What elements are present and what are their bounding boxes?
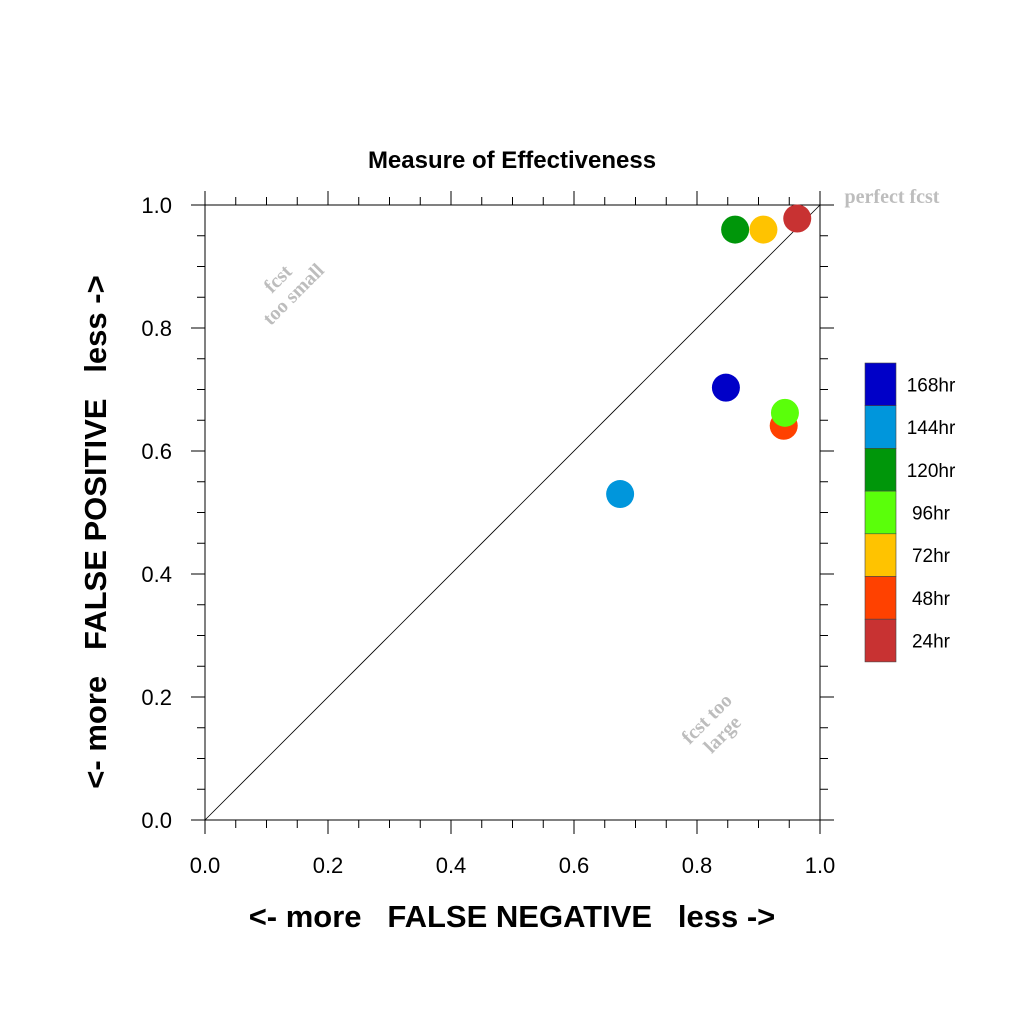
legend-swatch-168hr bbox=[864, 362, 897, 407]
legend-label-120hr: 120hr bbox=[907, 461, 956, 482]
x-tick-labels: 0.0 0.2 0.4 0.6 0.8 1.0 bbox=[190, 853, 836, 878]
data-point-72hr bbox=[749, 215, 778, 244]
y-tick-label: 1.0 bbox=[141, 193, 172, 218]
x-tick-label: 1.0 bbox=[805, 853, 836, 878]
perfect-fcst-annotation: perfect fcst bbox=[845, 186, 940, 208]
data-point-120hr bbox=[721, 215, 750, 244]
data-point-168hr bbox=[711, 373, 740, 402]
legend-swatch-24hr bbox=[864, 618, 897, 663]
y-tick-labels: 0.0 0.2 0.4 0.6 0.8 1.0 bbox=[141, 193, 172, 833]
too-small-annotation: fcst too small bbox=[259, 259, 329, 329]
too-large-annotation: fcst too large bbox=[678, 690, 746, 758]
legend-label-24hr: 24hr bbox=[912, 632, 951, 653]
y-tick-label: 0.6 bbox=[141, 439, 172, 464]
y-tick-label: 0.8 bbox=[141, 316, 172, 341]
legend-label-96hr: 96hr bbox=[912, 503, 951, 524]
chart-title: Measure of Effectiveness bbox=[368, 147, 656, 174]
x-tick-label: 0.2 bbox=[313, 853, 344, 878]
x-tick-label: 0.4 bbox=[436, 853, 467, 878]
x-axis-label: <- more FALSE NEGATIVE less -> bbox=[249, 899, 776, 934]
legend: 168hr 144hr 120hr 96hr 72hr 48hr 24hr bbox=[864, 362, 956, 663]
legend-swatch-48hr bbox=[864, 576, 897, 620]
data-point-24hr bbox=[783, 204, 812, 233]
x-tick-label: 0.6 bbox=[559, 853, 590, 878]
data-point-144hr bbox=[606, 480, 635, 509]
x-tick-label: 0.8 bbox=[682, 853, 713, 878]
axis-ticks bbox=[191, 191, 834, 834]
legend-swatch-72hr bbox=[864, 533, 897, 577]
legend-label-168hr: 168hr bbox=[907, 375, 956, 396]
y-axis-label: <- more FALSE POSITIVE less -> bbox=[78, 275, 113, 788]
legend-swatch-120hr bbox=[864, 448, 897, 492]
legend-label-48hr: 48hr bbox=[912, 589, 951, 610]
y-tick-label: 0.4 bbox=[141, 562, 172, 587]
data-point-96hr bbox=[770, 398, 799, 427]
legend-swatch-96hr bbox=[864, 490, 897, 535]
legend-label-72hr: 72hr bbox=[912, 546, 951, 567]
data-points bbox=[606, 204, 812, 509]
legend-swatch-144hr bbox=[864, 405, 897, 449]
too-small-line2: too small bbox=[259, 259, 329, 329]
legend-label-144hr: 144hr bbox=[907, 418, 956, 439]
x-tick-label: 0.0 bbox=[190, 853, 221, 878]
y-tick-label: 0.0 bbox=[141, 808, 172, 833]
y-tick-label: 0.2 bbox=[141, 685, 172, 710]
diagonal-reference-line bbox=[204, 204, 821, 821]
